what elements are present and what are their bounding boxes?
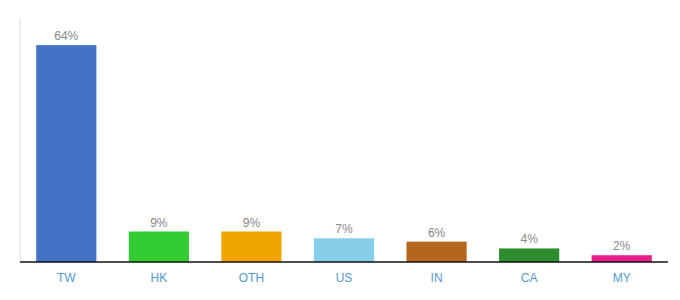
- x-tick-label: TW: [57, 271, 76, 285]
- x-tick-label: US: [336, 271, 353, 285]
- bars: [36, 45, 652, 262]
- data-label: 7%: [335, 222, 353, 236]
- chart-svg: 64% 9% 9% 7% 6% 4% 2% TW HK OTH US IN CA MY: [0, 0, 680, 300]
- x-axis-line: [20, 261, 668, 263]
- bar: [221, 232, 281, 263]
- data-label: 9%: [150, 216, 168, 230]
- x-tick-label: MY: [613, 271, 631, 285]
- x-tick-label: HK: [151, 271, 168, 285]
- bar: [314, 238, 374, 262]
- data-label: 64%: [54, 29, 78, 43]
- data-label: 2%: [613, 239, 631, 253]
- x-tick-label: IN: [431, 271, 443, 285]
- bar: [129, 232, 189, 263]
- data-label: 9%: [243, 216, 261, 230]
- data-labels: 64% 9% 9% 7% 6% 4% 2%: [54, 29, 630, 253]
- chart-container: 64% 9% 9% 7% 6% 4% 2% TW HK OTH US IN CA MY: [0, 0, 680, 300]
- y-range-line: [20, 18, 21, 262]
- bar: [592, 255, 652, 262]
- background: [0, 0, 680, 300]
- data-label: 4%: [520, 232, 538, 246]
- bar: [499, 248, 559, 262]
- x-tick-label: CA: [521, 271, 538, 285]
- data-label: 6%: [428, 226, 446, 240]
- x-tick-labels: TW HK OTH US IN CA MY: [57, 271, 631, 285]
- bar: [36, 45, 96, 262]
- bar: [406, 242, 466, 262]
- x-tick-label: OTH: [239, 271, 264, 285]
